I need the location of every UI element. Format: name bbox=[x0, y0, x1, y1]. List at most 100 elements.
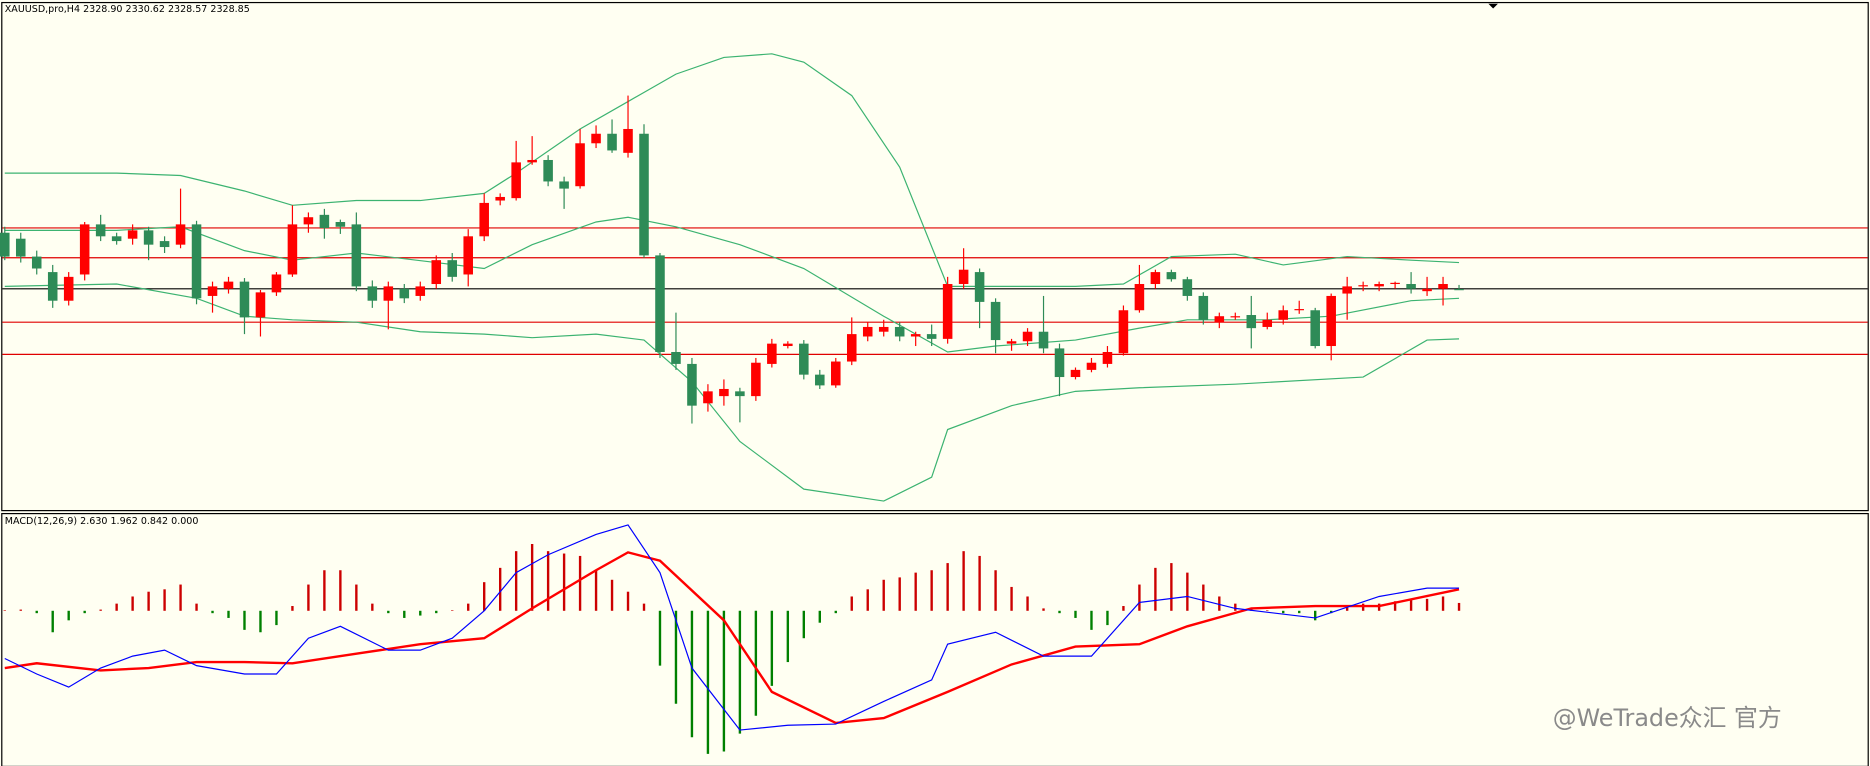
watermark: @WeTrade众汇 官方 bbox=[1553, 704, 1782, 732]
candle-body bbox=[687, 363, 697, 406]
candle-body bbox=[111, 236, 122, 242]
symbol-header: XAUUSD,pro,H4 2328.90 2330.62 2328.57 23… bbox=[5, 4, 250, 15]
candle-body bbox=[1038, 331, 1049, 349]
candle-body bbox=[415, 286, 426, 296]
candle-body bbox=[511, 162, 521, 199]
candle-body bbox=[1438, 284, 1448, 289]
candle-body bbox=[495, 196, 505, 201]
candle-body bbox=[990, 301, 1001, 341]
candle-body bbox=[767, 343, 777, 364]
candle-body bbox=[1406, 284, 1416, 289]
candle-body bbox=[351, 224, 362, 287]
shift-marker[interactable] bbox=[1488, 3, 1498, 9]
candle-body bbox=[1358, 285, 1368, 287]
candle-body bbox=[894, 326, 905, 337]
candle-body bbox=[463, 236, 473, 275]
candle-body bbox=[479, 202, 489, 237]
candle-body bbox=[15, 238, 26, 257]
candle-body bbox=[735, 391, 745, 397]
candle-body bbox=[1262, 319, 1273, 327]
candle-body bbox=[175, 224, 186, 245]
candle-body bbox=[575, 143, 585, 187]
candle-body bbox=[1294, 309, 1304, 311]
indicator-line bbox=[4, 524, 1460, 731]
candle-body bbox=[1454, 289, 1464, 291]
candle-body bbox=[1182, 279, 1193, 296]
candle-body bbox=[1198, 295, 1209, 320]
candle-body bbox=[383, 286, 394, 301]
candle-body bbox=[527, 159, 537, 163]
candle-body bbox=[303, 217, 314, 225]
candle-body bbox=[1054, 348, 1065, 378]
candle-body bbox=[815, 374, 825, 386]
candle-body bbox=[974, 272, 985, 302]
candle-body bbox=[1310, 310, 1320, 347]
candle-body bbox=[1342, 286, 1352, 294]
indicator-line bbox=[4, 283, 1460, 502]
candle-body bbox=[719, 388, 729, 397]
candle-body bbox=[127, 230, 138, 239]
candle-body bbox=[751, 362, 761, 397]
candle-body bbox=[1390, 282, 1400, 285]
candle-body bbox=[223, 281, 234, 289]
candle-body bbox=[1134, 284, 1145, 311]
candle-body bbox=[143, 230, 154, 245]
candle-body bbox=[878, 326, 889, 332]
candle-body bbox=[271, 274, 282, 293]
candle-body bbox=[607, 133, 617, 151]
candle-body bbox=[862, 326, 873, 337]
candle-body bbox=[239, 281, 250, 318]
candle-body bbox=[1166, 272, 1177, 280]
candle-body bbox=[287, 224, 298, 275]
candle-body bbox=[207, 286, 218, 296]
candle-body bbox=[191, 224, 202, 299]
indicator-line bbox=[4, 53, 1460, 287]
candle-body bbox=[671, 351, 681, 364]
candle-body bbox=[1150, 272, 1161, 285]
candle-body bbox=[1022, 331, 1033, 342]
candle-body bbox=[1246, 315, 1257, 329]
candle-body bbox=[79, 224, 90, 275]
candle-body bbox=[831, 361, 841, 386]
candle-body bbox=[47, 272, 58, 301]
candle-body bbox=[1086, 362, 1097, 370]
candle-body bbox=[159, 241, 170, 248]
indicator-line bbox=[4, 551, 1460, 725]
candle-body bbox=[1374, 284, 1384, 287]
candle-body bbox=[0, 232, 10, 257]
candle-body bbox=[623, 128, 633, 153]
candle-body bbox=[942, 284, 953, 339]
candle-body bbox=[95, 224, 106, 237]
candle-body bbox=[447, 260, 458, 277]
plot-layer bbox=[0, 53, 1868, 754]
candle-body bbox=[1422, 288, 1432, 292]
candle-body bbox=[31, 256, 42, 269]
candle-body bbox=[1326, 295, 1336, 347]
candle-body bbox=[703, 391, 713, 404]
candle-body bbox=[431, 260, 442, 285]
candle-body bbox=[1230, 316, 1241, 318]
candle-body bbox=[1278, 310, 1289, 320]
candle-body bbox=[255, 292, 266, 318]
candle-body bbox=[1070, 369, 1081, 378]
price-panel-frame bbox=[1, 1, 1869, 512]
candle-body bbox=[655, 255, 665, 352]
candle-body bbox=[783, 343, 793, 347]
candle-body bbox=[958, 269, 969, 285]
macd-header: MACD(12,26,9) 2.630 1.962 0.842 0.000 bbox=[5, 516, 199, 527]
candle-body bbox=[799, 343, 809, 375]
candle-body bbox=[63, 276, 74, 301]
candle-body bbox=[543, 159, 553, 182]
candle-body bbox=[399, 288, 410, 299]
candle-body bbox=[319, 214, 330, 228]
macd-panel-frame bbox=[1, 512, 1869, 766]
candle-body bbox=[1214, 316, 1225, 323]
candle-body bbox=[1118, 310, 1129, 354]
candle-body bbox=[1006, 341, 1017, 344]
candle-body bbox=[910, 334, 921, 337]
candle-body bbox=[591, 133, 601, 144]
candle-body bbox=[367, 286, 378, 301]
candle-body bbox=[639, 133, 649, 256]
